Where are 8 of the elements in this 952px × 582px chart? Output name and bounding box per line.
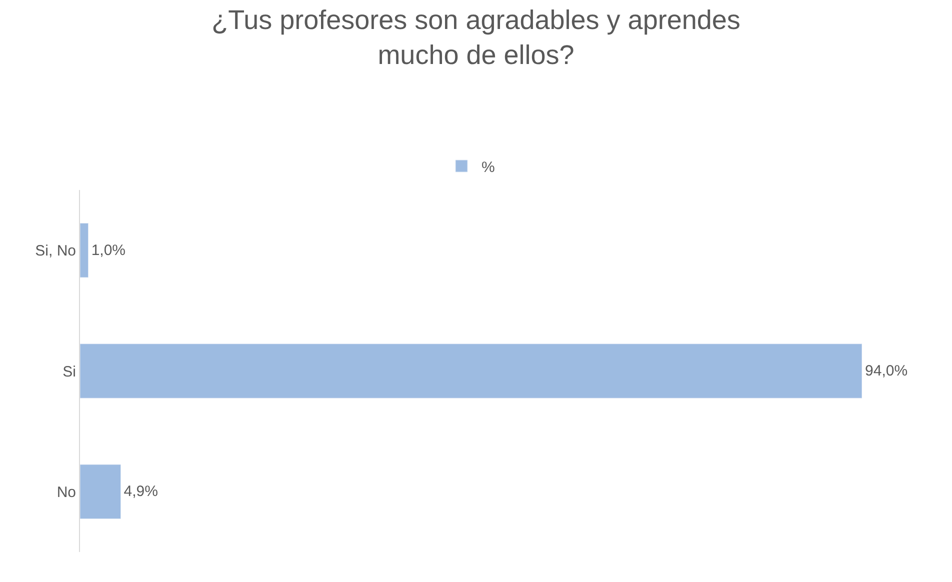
y-tick-label: Si, No [35, 242, 76, 260]
chart-title: ¿Tus profesores son agradables y aprendes mucho de ellos? [212, 5, 740, 70]
data-label: 94,0% [865, 362, 908, 380]
y-tick-label: Si [62, 363, 76, 380]
data-label: 1,0% [91, 242, 126, 259]
y-tick-label: No [56, 484, 76, 501]
legend-label: % [482, 158, 495, 176]
data-label: 4,9% [124, 483, 158, 500]
